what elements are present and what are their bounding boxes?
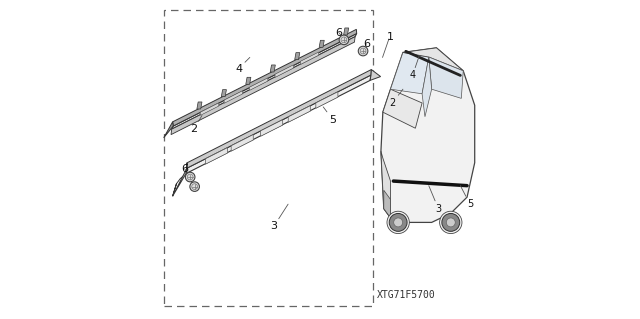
Circle shape	[186, 172, 195, 182]
Polygon shape	[221, 90, 227, 97]
Polygon shape	[288, 106, 310, 122]
Polygon shape	[186, 75, 371, 174]
Polygon shape	[224, 91, 243, 103]
Text: 2: 2	[191, 115, 202, 134]
Polygon shape	[164, 122, 173, 138]
Polygon shape	[381, 48, 475, 222]
Polygon shape	[270, 65, 275, 72]
Polygon shape	[246, 77, 251, 84]
Text: 2: 2	[389, 89, 403, 108]
Text: 4: 4	[410, 56, 419, 80]
Polygon shape	[187, 70, 371, 168]
Text: 6: 6	[181, 164, 190, 177]
Polygon shape	[301, 52, 319, 64]
Text: 3: 3	[270, 204, 288, 232]
Polygon shape	[173, 29, 356, 126]
Polygon shape	[205, 148, 227, 164]
Text: 5: 5	[460, 186, 473, 209]
Text: XTG71F5700: XTG71F5700	[377, 290, 435, 300]
Polygon shape	[429, 57, 463, 98]
Text: 5: 5	[323, 107, 336, 125]
Polygon shape	[173, 163, 187, 196]
Polygon shape	[172, 33, 356, 129]
Circle shape	[394, 218, 403, 227]
Polygon shape	[422, 57, 431, 117]
Polygon shape	[260, 120, 283, 136]
Polygon shape	[370, 70, 381, 80]
Polygon shape	[316, 92, 338, 108]
Polygon shape	[294, 53, 300, 60]
Polygon shape	[275, 65, 293, 78]
Polygon shape	[200, 103, 219, 115]
Circle shape	[389, 213, 407, 231]
Text: 6: 6	[363, 39, 370, 51]
Circle shape	[442, 213, 460, 231]
Polygon shape	[344, 28, 349, 35]
Polygon shape	[383, 89, 422, 128]
Circle shape	[358, 46, 368, 56]
Text: 3: 3	[429, 186, 442, 214]
Polygon shape	[390, 52, 429, 94]
Polygon shape	[171, 37, 355, 135]
Polygon shape	[384, 190, 390, 218]
Circle shape	[190, 182, 200, 191]
Polygon shape	[231, 135, 253, 151]
Polygon shape	[381, 151, 390, 218]
Circle shape	[446, 218, 455, 227]
Bar	[164, 10, 372, 306]
Text: 6: 6	[335, 28, 344, 40]
Polygon shape	[250, 78, 268, 90]
Text: 4: 4	[235, 57, 250, 74]
Text: 6: 6	[186, 174, 195, 186]
Circle shape	[339, 35, 349, 45]
Circle shape	[387, 211, 410, 234]
Polygon shape	[403, 48, 463, 71]
Polygon shape	[319, 40, 324, 47]
Polygon shape	[197, 102, 202, 109]
Text: 1: 1	[387, 32, 394, 42]
Circle shape	[440, 211, 462, 234]
